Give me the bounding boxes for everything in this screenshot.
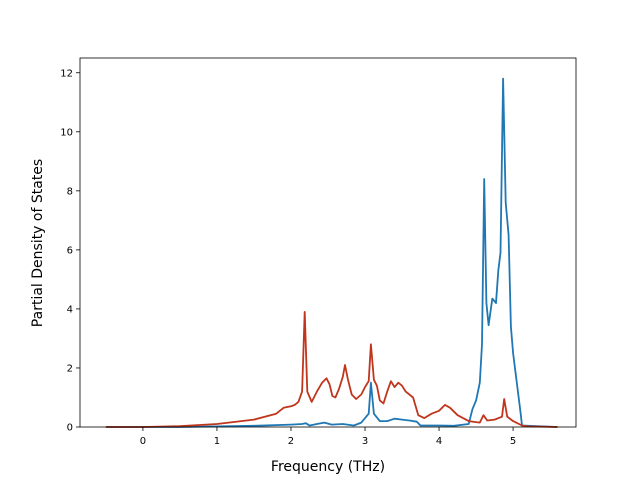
x-tick-label: 0 bbox=[140, 436, 146, 447]
y-tick-label: 2 bbox=[67, 363, 73, 374]
x-axis-label: Frequency (THz) bbox=[271, 459, 385, 475]
series-line-1 bbox=[105, 77, 558, 428]
series-line-2 bbox=[105, 310, 558, 428]
y-tick-label: 0 bbox=[67, 423, 73, 434]
x-tick-label: 1 bbox=[214, 436, 220, 447]
y-tick-label: 10 bbox=[60, 127, 73, 138]
y-tick-label: 8 bbox=[67, 186, 73, 197]
y-axis-label: Partial Density of States bbox=[30, 159, 46, 327]
x-tick-label: 5 bbox=[510, 436, 516, 447]
y-tick-label: 12 bbox=[60, 68, 73, 79]
y-tick-label: 6 bbox=[67, 245, 73, 256]
plot-area bbox=[105, 77, 558, 428]
x-tick-label: 2 bbox=[288, 436, 294, 447]
plot-frame bbox=[79, 57, 577, 428]
x-tick-label: 3 bbox=[362, 436, 368, 447]
x-tick-label: 4 bbox=[436, 436, 442, 447]
y-tick-label: 4 bbox=[67, 304, 73, 315]
